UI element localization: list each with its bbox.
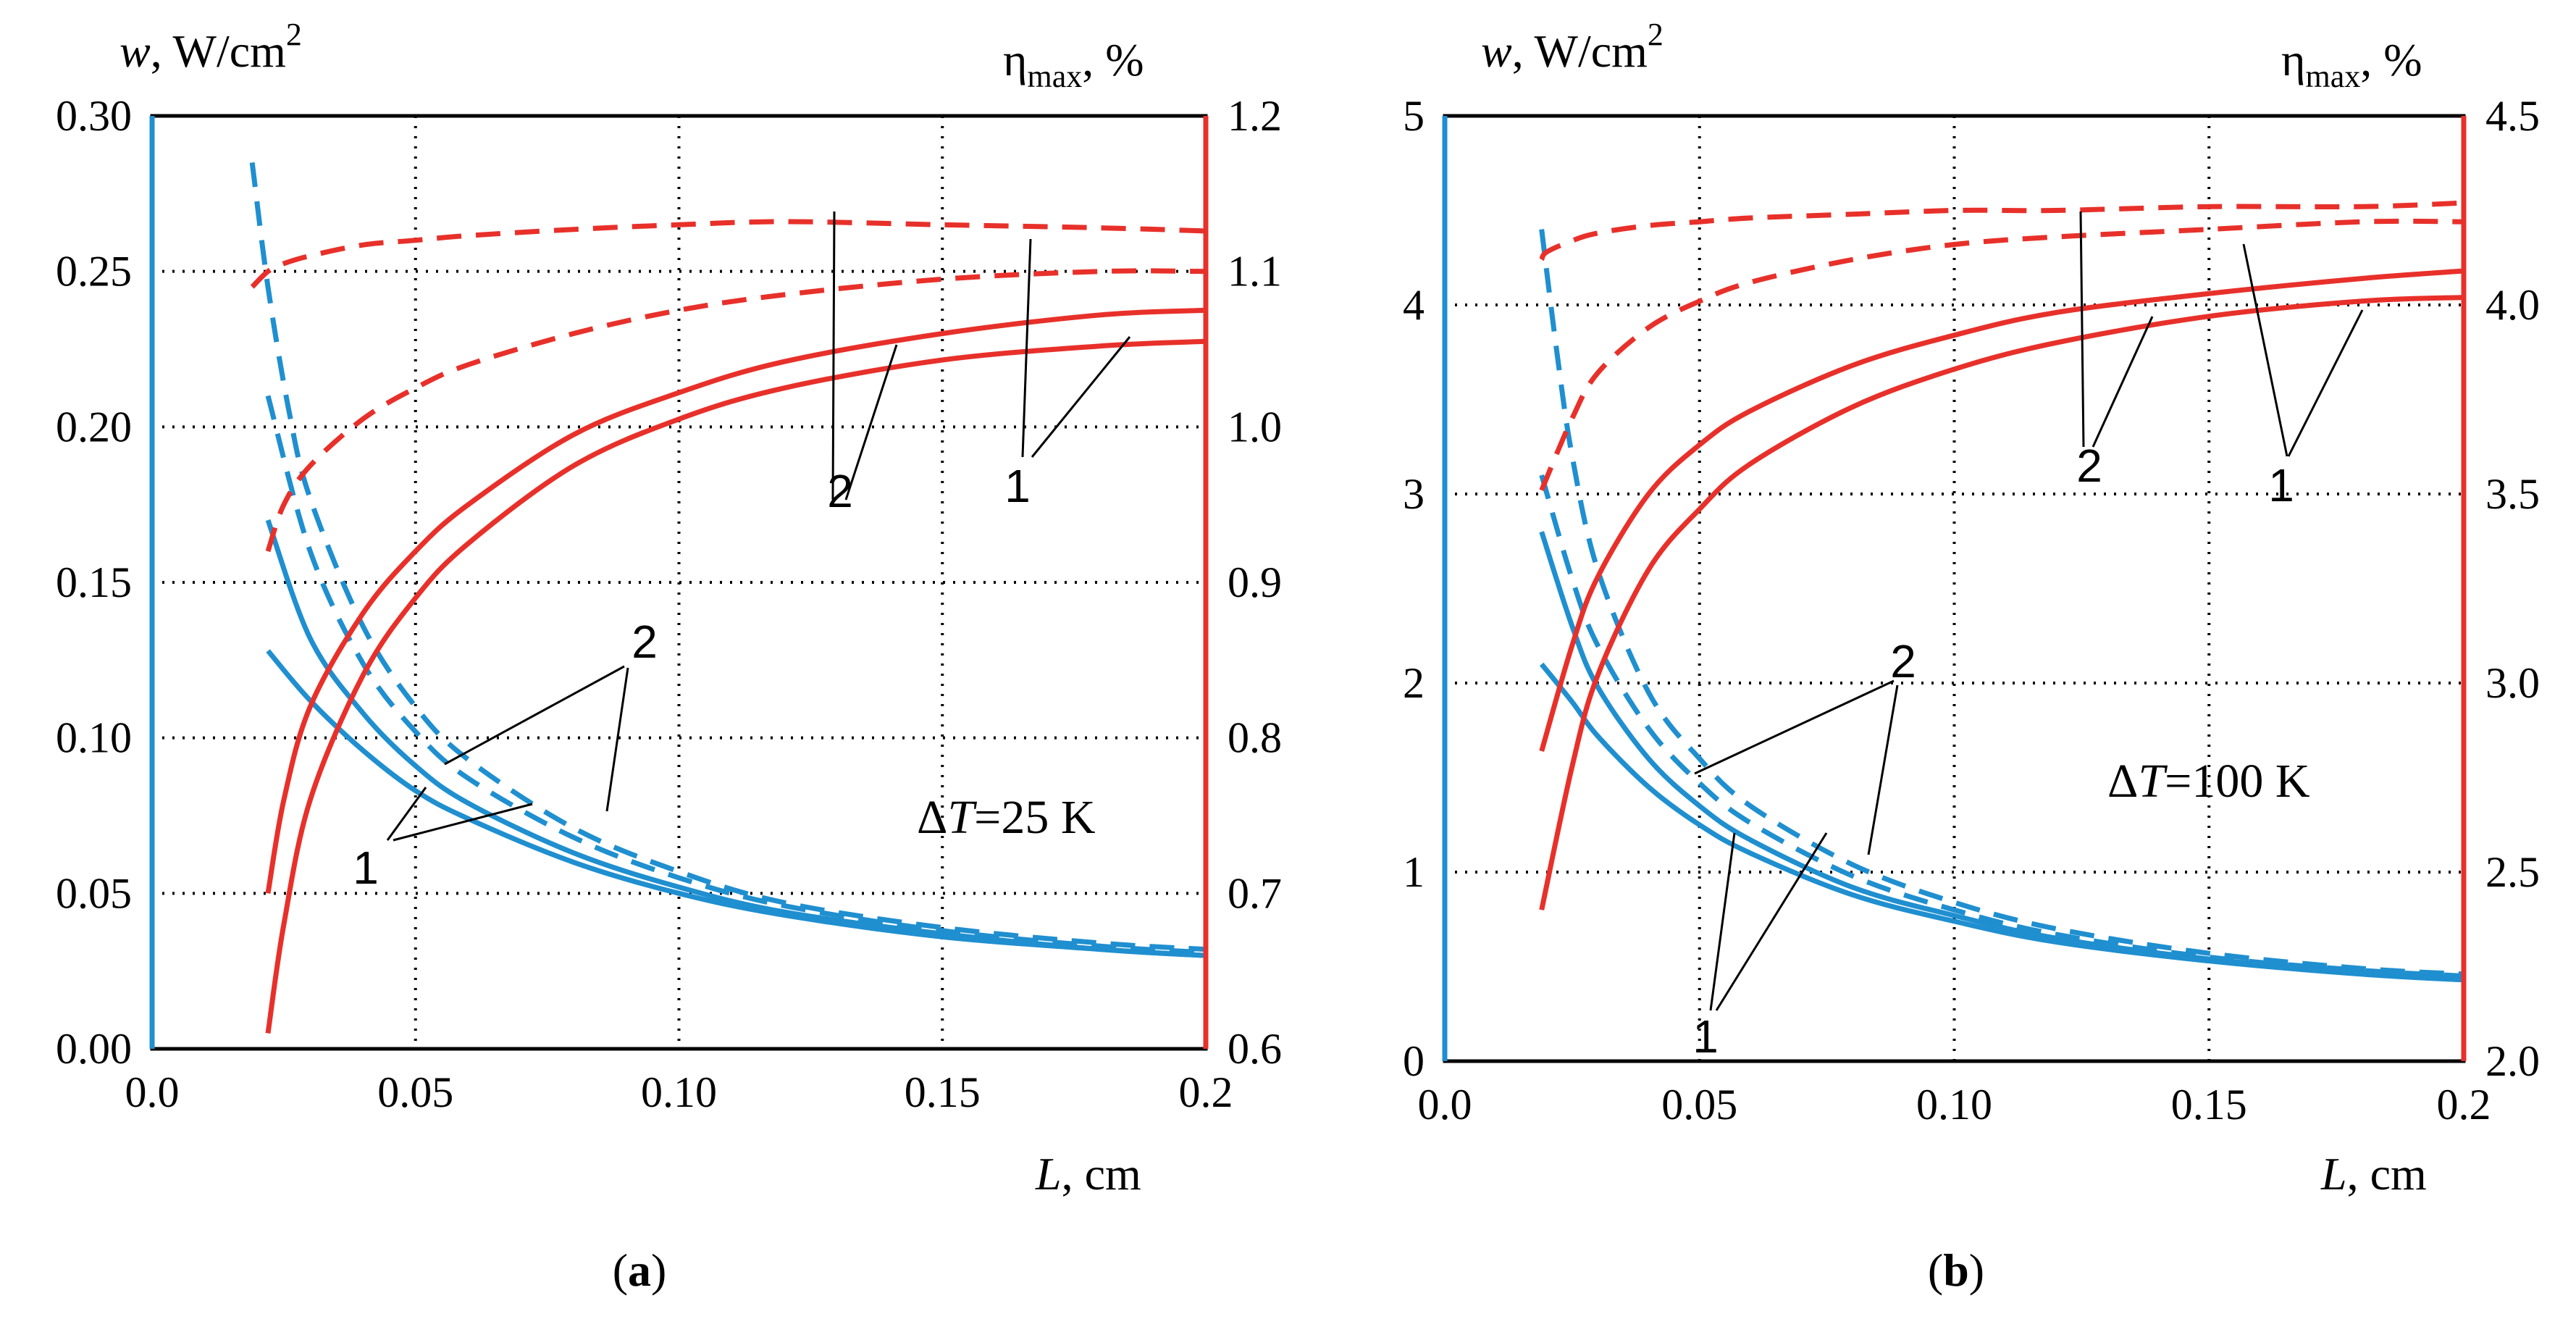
panel-b-curves	[1539, 200, 2464, 983]
panel-b-label: (b)	[1928, 1244, 1984, 1296]
panel-b-leader-line	[2242, 243, 2288, 457]
panel-a-series-3	[249, 162, 1207, 952]
panel-a-curve-label: 1	[353, 842, 379, 894]
panel-a-leader-line	[844, 344, 898, 501]
panel-b-left-tick-label: 1	[1403, 848, 1425, 896]
panel-a: 2 121 0.0 0.05 0.10 0.15 0.20.000.050.100.150…	[56, 17, 1282, 1296]
panel-b-right-tick-label: 2.5	[2485, 848, 2540, 896]
panel-a-x-tick-label: 0.10	[641, 1068, 717, 1116]
panel-b-left-axis-label: w, W/cm2	[1481, 17, 1664, 77]
panel-a-left-tick-label: 0.30	[56, 92, 132, 140]
panel-b-right-tick-label: 2.0	[2485, 1037, 2540, 1085]
panel-b-series-4	[1539, 295, 2464, 910]
panel-a-series-6	[265, 268, 1207, 553]
panel-b-left-tick-label: 0	[1403, 1037, 1425, 1085]
panel-b-left-tick-label: 3	[1403, 470, 1425, 518]
panel-b-x-axis-label: L, cm	[2320, 1148, 2427, 1199]
panel-b-annotation: ΔT=100 K	[2107, 755, 2310, 808]
panel-b-left-tick-label: 4	[1403, 281, 1425, 329]
panel-a-right-tick-label: 1.1	[1228, 248, 1282, 296]
panel-b-right-tick-label: 3.5	[2485, 470, 2540, 518]
panel-a-right-tick-label: 0.9	[1228, 558, 1282, 606]
panel-a-series-2	[265, 395, 1207, 955]
panel-a-x-tick-label: 0.05	[377, 1068, 453, 1116]
panel-b-x-tick-label: 0.10	[1916, 1081, 1992, 1129]
panel-a-leader-line	[831, 211, 836, 501]
panel-a-right-tick-label: 0.8	[1228, 714, 1282, 762]
panel-a-left-tick-label: 0.25	[56, 248, 132, 296]
panel-b-leader-line	[2092, 316, 2154, 448]
panel-b-leader-line	[2287, 309, 2364, 457]
panel-a-right-tick-label: 1.2	[1228, 92, 1282, 140]
panel-a-right-tick-label: 1.0	[1228, 403, 1282, 451]
panel-b-leader-line	[1867, 684, 1899, 855]
panel-a-leader-lines: 2 1 2 1	[353, 211, 1131, 894]
panel-b-x-tick-label: 0.15	[2171, 1081, 2247, 1129]
panel-b-right-tick-label: 4.0	[2485, 281, 2540, 329]
panel-b-leader-line	[1709, 832, 1736, 1011]
panel-b-left-tick-label: 5	[1403, 92, 1425, 140]
panel-b-series-0	[1539, 662, 2464, 983]
panel-a-left-tick-label: 0.20	[56, 403, 132, 451]
panel-b-series-2	[1539, 474, 2464, 979]
panel-a-left-axis-unit: , W/cm	[151, 25, 286, 77]
panel-a-right-tick-label: 0.7	[1228, 869, 1282, 917]
panel-a-series-4	[265, 338, 1207, 1034]
panel-a-curves	[249, 162, 1207, 1034]
panel-a-curve-label: 2	[632, 616, 658, 668]
panel-a-right-axis-label: ηmax, %	[1003, 34, 1144, 94]
panel-b-tick-labels: 0.0 0.05 0.10 0.15 0.2 0 1 2 3 4 5 2.0 2.5 3.0 3.5 4.0 4…	[1403, 92, 2540, 1129]
panel-a-left-tick-label: 0.05	[56, 869, 132, 917]
panel-a-left-tick-label: 0.15	[56, 558, 132, 606]
panel-b-series-1	[1539, 531, 2464, 981]
panel-a-series-1	[265, 519, 1207, 958]
panel-b-leader-line	[1694, 679, 1895, 775]
panel-a-left-axis-label: w, W/cm2	[119, 17, 302, 77]
panel-b-leader-lines: 2 1 2 1	[1692, 211, 2364, 1063]
panel-a-left-tick-label: 0.10	[56, 714, 132, 762]
panel-a-leader-line	[393, 803, 533, 842]
panel-a-x-tick-label: 0.2	[1179, 1068, 1233, 1116]
panel-b-curve-label: 2	[2076, 440, 2102, 492]
panel-a-leader-line	[605, 667, 629, 812]
panel-a-x-axis-label: L, cm	[1035, 1148, 1141, 1199]
panel-a-leader-line	[444, 665, 625, 766]
panel-b-curve-label: 1	[1692, 1010, 1719, 1063]
panel-b-series-3	[1539, 229, 2464, 977]
panel-b-x-tick-label: 0.0	[1418, 1081, 1472, 1129]
panel-a-series-5	[265, 307, 1207, 894]
panel-b-curve-label: 1	[2268, 459, 2294, 511]
panel-b-x-tick-label: 0.05	[1661, 1081, 1737, 1129]
panel-b-right-tick-label: 4.5	[2485, 92, 2540, 140]
panel-a-series-7	[250, 219, 1207, 289]
panel-a-leader-line	[1021, 238, 1032, 458]
panel-b-right-tick-label: 3.0	[2485, 659, 2540, 707]
panel-a-leader-line	[1031, 336, 1131, 458]
panel-a-x-tick-label: 0.0	[125, 1068, 180, 1116]
panel-b-series-7	[1539, 200, 2464, 261]
panel-a-curve-label: 1	[1004, 460, 1031, 512]
panel-b: 2 1 2 1 0.0 0.05 0.10 0.15 0.2 0 1 2 3 4 5 2.0 2.5 3.0 3.…	[1403, 17, 2540, 1296]
panel-a-grid	[152, 116, 1206, 1049]
panel-a-leader-line	[386, 787, 427, 841]
panel-b-right-axis-label: ηmax, %	[2281, 34, 2422, 94]
panel-b-leader-line	[1715, 832, 1828, 1011]
panel-b-series-6	[1539, 218, 2464, 492]
panel-a-tick-labels: 0.0 0.05 0.10 0.15 0.2 0.00 0.05 0.10 0.15 0.20 0.…	[56, 92, 1282, 1116]
panel-b-x-tick-label: 0.2	[2437, 1081, 2491, 1129]
panel-a-right-tick-label: 0.6	[1228, 1025, 1282, 1073]
panel-a-left-tick-label: 0.00	[56, 1025, 132, 1073]
panel-b-series-5	[1539, 268, 2464, 752]
panel-a-annotation: ΔT=25 K	[917, 791, 1096, 844]
panel-b-left-tick-label: 2	[1403, 659, 1425, 707]
panel-b-curve-label: 2	[1890, 635, 1916, 687]
panel-a-curve-label: 2	[827, 465, 853, 517]
panel-a-label: (a)	[613, 1244, 667, 1296]
panel-a-x-tick-label: 0.15	[905, 1068, 981, 1116]
panel-b-leader-line	[2079, 211, 2085, 448]
panel-b-left-axis-unit: , W/cm	[1512, 25, 1648, 77]
